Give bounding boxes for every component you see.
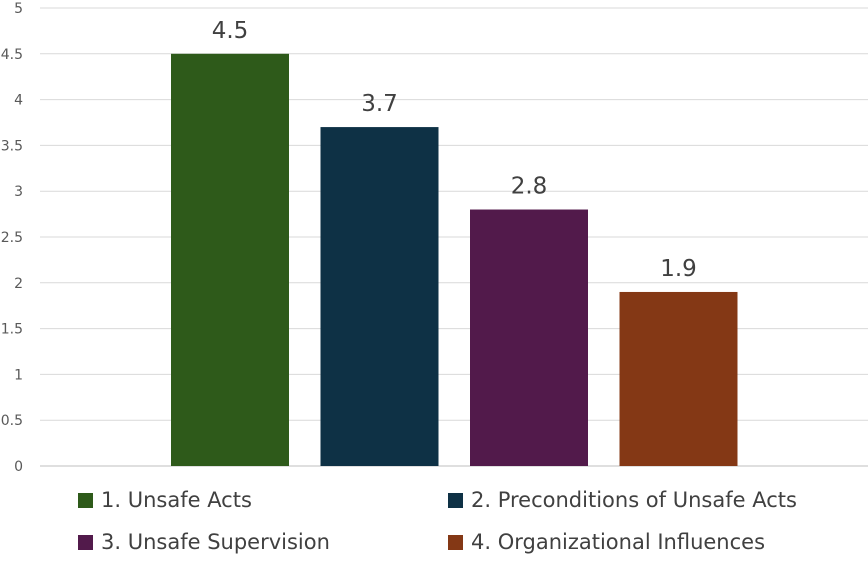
data-label: 2.8	[511, 174, 548, 200]
y-tick-label: 3.5	[1, 138, 23, 154]
bar	[320, 127, 439, 466]
y-tick-label: 0	[14, 459, 23, 475]
legend-label: 2. Preconditions of Unsafe Acts	[471, 488, 797, 512]
y-tick-label: 1	[14, 367, 23, 383]
gridlines	[40, 7, 868, 467]
bar	[470, 209, 588, 466]
data-label: 3.7	[361, 91, 398, 117]
y-tick-label: 4.5	[1, 47, 23, 63]
y-tick-label: 1.5	[1, 322, 23, 338]
data-label: 1.9	[660, 256, 697, 282]
legend-item-preconditions: 2. Preconditions of Unsafe Acts	[448, 488, 797, 512]
bar	[619, 291, 738, 466]
y-tick-label: 2.5	[1, 230, 23, 246]
y-axis: 0 0.5 1 1.5 2 2.5 3 3.5 4 4.5 5	[1, 1, 23, 475]
legend-swatch	[78, 534, 93, 550]
data-labels: 4.5 3.7 2.8 1.9	[212, 18, 697, 282]
legend-label: 4. Organizational Influences	[471, 530, 766, 554]
legend-swatch	[78, 492, 93, 508]
data-label: 4.5	[212, 18, 249, 44]
legend-item-unsafe-acts: 1. Unsafe Acts	[78, 488, 252, 512]
y-tick-label: 3	[14, 184, 23, 200]
y-tick-label: 4	[14, 93, 23, 109]
legend-label: 1. Unsafe Acts	[101, 488, 252, 512]
y-tick-label: 0.5	[1, 413, 23, 429]
legend-item-organizational-influences: 4. Organizational Influences	[448, 530, 765, 554]
y-tick-label: 2	[14, 276, 23, 292]
y-tick-label: 5	[14, 1, 23, 17]
legend-label: 3. Unsafe Supervision	[101, 530, 330, 554]
bar	[171, 53, 289, 467]
bar-chart: 0 0.5 1 1.5 2 2.5 3 3.5 4 4.5 5 4.5 3.7 2.8 1.9	[1, 1, 868, 475]
legend-swatch	[448, 534, 463, 550]
legend-swatch	[448, 492, 463, 508]
legend-item-unsafe-supervision: 3. Unsafe Supervision	[78, 530, 330, 554]
bars	[171, 53, 738, 467]
